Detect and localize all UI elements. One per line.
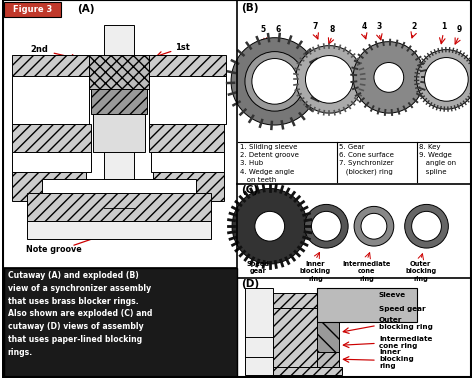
Text: 5. Gear
6. Cone surface
7. Synchronizer
   (blocker) ring: 5. Gear 6. Cone surface 7. Synchronizer …: [339, 144, 394, 175]
Bar: [149, 124, 224, 152]
Circle shape: [257, 64, 292, 99]
Bar: [151, 152, 224, 172]
Bar: [104, 25, 134, 238]
Text: 9: 9: [456, 25, 462, 34]
Text: (C): (C): [241, 184, 258, 195]
Circle shape: [374, 62, 404, 92]
Text: Speed gear: Speed gear: [379, 306, 426, 312]
Circle shape: [245, 51, 304, 111]
Circle shape: [405, 205, 448, 248]
Text: Cutaway (A) and exploded (B)
view of a synchronizer assembly
that uses brass blo: Cutaway (A) and exploded (B) view of a s…: [8, 271, 152, 357]
Circle shape: [425, 58, 468, 101]
Circle shape: [311, 211, 341, 241]
Text: 3: 3: [376, 22, 382, 31]
Bar: [42, 179, 196, 194]
Circle shape: [252, 59, 298, 104]
Bar: [318, 288, 417, 322]
Text: 4: 4: [361, 22, 366, 31]
Bar: [273, 367, 342, 375]
Text: Inner
blocking
ring: Inner blocking ring: [379, 349, 414, 369]
Text: 6: 6: [275, 25, 280, 34]
Text: (D): (D): [241, 279, 259, 289]
Bar: [12, 54, 89, 77]
Text: Note groove: Note groove: [26, 245, 82, 254]
Bar: [12, 77, 89, 124]
Text: 1st: 1st: [175, 43, 190, 52]
Text: 8: 8: [329, 25, 335, 34]
Circle shape: [305, 56, 353, 103]
Bar: [4, 268, 237, 378]
Text: Figure 3: Figure 3: [13, 5, 52, 14]
Bar: [273, 307, 318, 367]
Text: (B): (B): [241, 3, 258, 13]
Bar: [27, 221, 211, 239]
Circle shape: [296, 46, 363, 113]
Text: 8. Key
9. Wedge
   angle on
   spline: 8. Key 9. Wedge angle on spline: [419, 144, 456, 174]
Text: 2: 2: [411, 22, 416, 31]
Bar: [89, 54, 149, 89]
Bar: [12, 172, 86, 202]
Text: Outer
blocking ring: Outer blocking ring: [379, 317, 433, 330]
Bar: [318, 352, 339, 367]
Bar: [153, 172, 224, 202]
Circle shape: [304, 205, 348, 248]
Text: Sleeve: Sleeve: [379, 292, 406, 298]
Circle shape: [417, 50, 474, 109]
Text: Inner
blocking
ring: Inner blocking ring: [300, 261, 331, 282]
Bar: [12, 152, 91, 172]
Text: Outer
blocking
ring: Outer blocking ring: [405, 261, 436, 282]
Circle shape: [353, 42, 425, 113]
Bar: [149, 54, 226, 77]
Text: (A): (A): [77, 4, 95, 14]
Text: 5: 5: [260, 25, 265, 34]
Text: Intermediate
cone
ring: Intermediate cone ring: [343, 261, 391, 282]
Bar: [245, 288, 273, 375]
Bar: [273, 293, 318, 307]
Circle shape: [354, 207, 394, 246]
Circle shape: [255, 211, 284, 241]
Bar: [12, 124, 91, 152]
Bar: [4, 2, 61, 17]
Circle shape: [231, 38, 319, 125]
Bar: [149, 77, 226, 124]
Bar: [27, 194, 211, 221]
Circle shape: [232, 189, 308, 264]
Text: 2nd: 2nd: [31, 45, 48, 54]
Text: 7: 7: [313, 22, 318, 31]
Text: 1: 1: [441, 22, 446, 31]
Circle shape: [361, 213, 387, 239]
Bar: [318, 322, 339, 357]
Bar: [91, 89, 146, 114]
Text: Intermediate
cone ring: Intermediate cone ring: [379, 336, 432, 349]
Text: 1. Sliding sleeve
2. Detent groove
3. Hub
4. Wedge angle
   on teeth: 1. Sliding sleeve 2. Detent groove 3. Hu…: [240, 144, 299, 183]
Text: Speed
gear: Speed gear: [246, 261, 269, 274]
Bar: [93, 114, 145, 152]
Circle shape: [411, 211, 441, 241]
